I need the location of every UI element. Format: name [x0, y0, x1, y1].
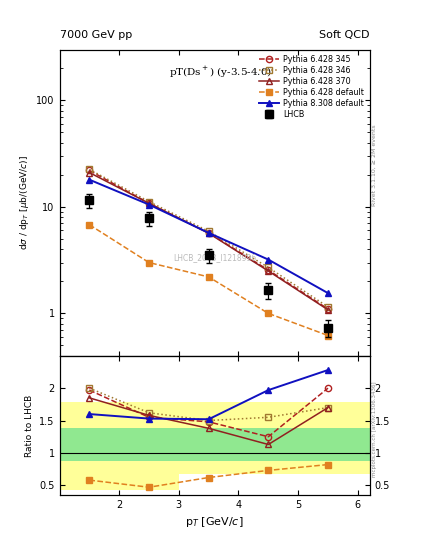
Pythia 8.308 default — [87, 177, 92, 183]
Line: Pythia 6.428 370: Pythia 6.428 370 — [86, 169, 331, 313]
Pythia 6.428 370 — [266, 268, 271, 274]
Y-axis label: d$\sigma$ / dp$_T$ [$\mu$b/(GeV/$\it{c}$)]: d$\sigma$ / dp$_T$ [$\mu$b/(GeV/$\it{c}$… — [18, 155, 31, 250]
Y-axis label: Ratio to LHCB: Ratio to LHCB — [25, 394, 34, 456]
Pythia 6.428 default — [206, 273, 211, 280]
Pythia 6.428 370 — [326, 306, 331, 313]
Text: Soft QCD: Soft QCD — [319, 30, 370, 40]
Text: pT(Ds$^+$) (y-3.5-4.0): pT(Ds$^+$) (y-3.5-4.0) — [169, 65, 272, 80]
Line: Pythia 6.428 345: Pythia 6.428 345 — [86, 167, 331, 312]
Pythia 6.428 default — [326, 332, 331, 339]
Text: mcplots.cern.ch [arXiv:1306.3436]: mcplots.cern.ch [arXiv:1306.3436] — [372, 381, 377, 477]
Pythia 6.428 345 — [266, 267, 271, 273]
Pythia 6.428 346 — [147, 199, 152, 205]
Pythia 8.308 default — [147, 201, 152, 208]
Pythia 6.428 default — [87, 222, 92, 228]
Legend: Pythia 6.428 345, Pythia 6.428 346, Pythia 6.428 370, Pythia 6.428 default, Pyth: Pythia 6.428 345, Pythia 6.428 346, Pyth… — [258, 53, 366, 121]
Pythia 6.428 370 — [87, 169, 92, 176]
Pythia 6.428 346 — [206, 228, 211, 234]
Pythia 6.428 346 — [87, 166, 92, 173]
Pythia 6.428 345 — [147, 200, 152, 207]
X-axis label: p$_T$ [GeV/$\it{c}$]: p$_T$ [GeV/$\it{c}$] — [185, 515, 244, 530]
Pythia 6.428 345 — [326, 306, 331, 312]
Pythia 6.428 370 — [147, 200, 152, 207]
Pythia 8.308 default — [326, 290, 331, 296]
Pythia 8.308 default — [266, 256, 271, 263]
Pythia 6.428 default — [147, 259, 152, 266]
Line: Pythia 8.308 default: Pythia 8.308 default — [86, 177, 331, 296]
Text: Rivet 3.1.10, ≥ 2M events: Rivet 3.1.10, ≥ 2M events — [372, 124, 377, 206]
Pythia 8.308 default — [206, 229, 211, 236]
Line: Pythia 6.428 346: Pythia 6.428 346 — [86, 166, 331, 310]
Text: LHCB_2013_I1218996: LHCB_2013_I1218996 — [173, 253, 256, 262]
Pythia 6.428 346 — [266, 264, 271, 271]
Text: 7000 GeV pp: 7000 GeV pp — [60, 30, 132, 40]
Pythia 6.428 345 — [87, 167, 92, 174]
Pythia 6.428 346 — [326, 304, 331, 310]
Line: Pythia 6.428 default: Pythia 6.428 default — [86, 222, 331, 339]
Pythia 6.428 345 — [206, 229, 211, 236]
Pythia 6.428 370 — [206, 230, 211, 236]
Pythia 6.428 default — [266, 310, 271, 317]
